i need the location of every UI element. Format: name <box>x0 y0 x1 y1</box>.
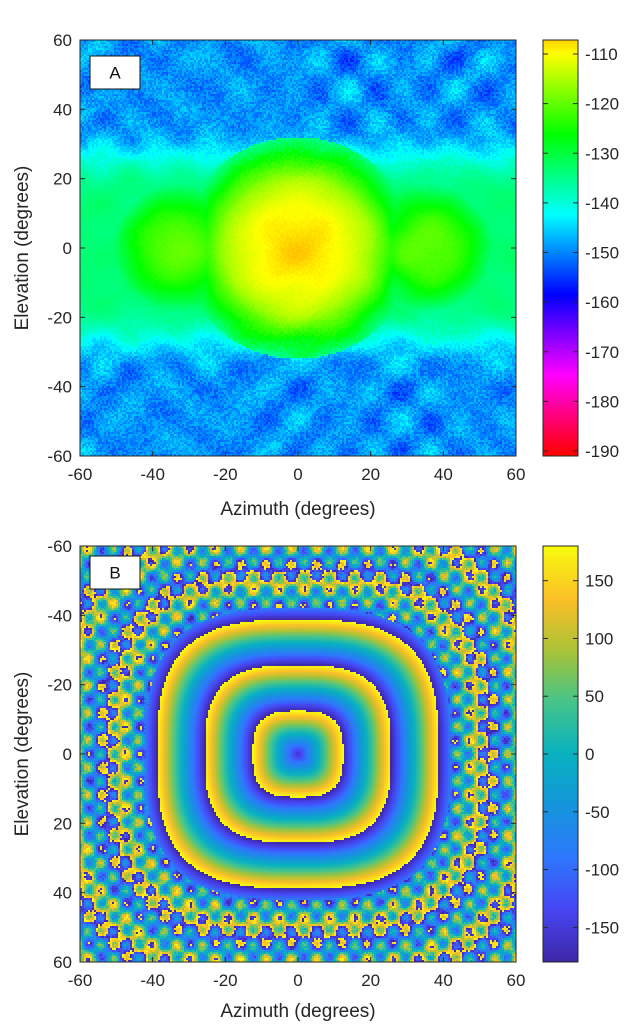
y-tick-label: -40 <box>47 606 72 625</box>
y-tick-label: 60 <box>53 31 72 50</box>
panel-label: B <box>109 564 120 583</box>
x-tick-label: 60 <box>507 465 526 484</box>
x-tick-label: -60 <box>68 465 93 484</box>
colorbar-gradient <box>543 546 578 962</box>
x-tick-label: -20 <box>213 465 238 484</box>
panel-label: A <box>109 64 121 83</box>
heatmap-image <box>80 546 516 962</box>
y-tick-label: -40 <box>47 378 72 397</box>
y-tick-label: -20 <box>47 308 72 327</box>
colorbar-tick-label: -170 <box>585 343 619 362</box>
x-tick-label: 20 <box>361 465 380 484</box>
colorbar-gradient <box>543 40 578 456</box>
x-tick-label: 40 <box>434 971 453 990</box>
x-tick-label: 40 <box>434 465 453 484</box>
x-axis-label: Azimuth (degrees) <box>220 1001 375 1022</box>
x-tick-label: 0 <box>293 971 302 990</box>
x-tick-label: 20 <box>361 971 380 990</box>
x-tick-label: -20 <box>213 971 238 990</box>
panel-b: -60 -40 -20 0 20 40 60-60-40-200204060Azimuth … <box>12 537 619 1022</box>
x-tick-label: -40 <box>140 465 165 484</box>
y-tick-label: 20 <box>53 814 72 833</box>
y-tick-label: 40 <box>53 100 72 119</box>
colorbar-tick-label: -50 <box>585 803 610 822</box>
colorbar-tick-label: -130 <box>585 144 619 163</box>
panel-label-box <box>89 55 141 90</box>
colorbar-tick-label: -110 <box>585 45 618 64</box>
y-axis-label: Elevation (degrees) <box>12 166 33 331</box>
colorbar-tick-label: -190 <box>585 442 619 461</box>
y-tick-label: 60 <box>53 953 72 972</box>
colorbar-tick-label: -160 <box>585 293 619 312</box>
y-axis-label: Elevation (degrees) <box>12 672 33 837</box>
colorbar-tick-label: -150 <box>585 918 619 937</box>
colorbar-tick-label: -100 <box>585 861 619 880</box>
colorbar-tick-label: 0 <box>585 745 594 764</box>
colorbar-frame <box>542 39 579 457</box>
panel-a: -60 -40 -20 0 20 40 60 -60 -40 -20 0 20 40 60 Azimuth … <box>12 31 619 520</box>
panel-label-box <box>89 555 141 590</box>
colorbar-tick-label: -140 <box>585 194 619 213</box>
y-tick-label: -20 <box>47 676 72 695</box>
y-tick-label: 0 <box>63 745 72 764</box>
x-tick-label: -40 <box>140 971 165 990</box>
y-tick-label: -60 <box>47 447 72 466</box>
y-tick-label: 20 <box>53 170 72 189</box>
colorbar-tick-label: 50 <box>585 687 604 706</box>
x-tick-label: -60 <box>68 971 93 990</box>
heatmap-image <box>80 40 516 456</box>
y-tick-label: 0 <box>63 239 72 258</box>
colorbar-tick-label: -150 <box>585 244 619 263</box>
y-tick-label: -60 <box>47 537 72 556</box>
x-axis-label: Azimuth (degrees) <box>220 499 375 520</box>
x-tick-label: 60 <box>507 971 526 990</box>
y-tick-label: 40 <box>53 884 72 903</box>
colorbar-tick-label: 150 <box>585 572 613 591</box>
colorbar-tick-label: -120 <box>585 95 619 114</box>
x-tick-label: 0 <box>293 465 302 484</box>
colorbar-tick-label: -180 <box>585 392 619 411</box>
colorbar-tick-label: 100 <box>585 629 613 648</box>
